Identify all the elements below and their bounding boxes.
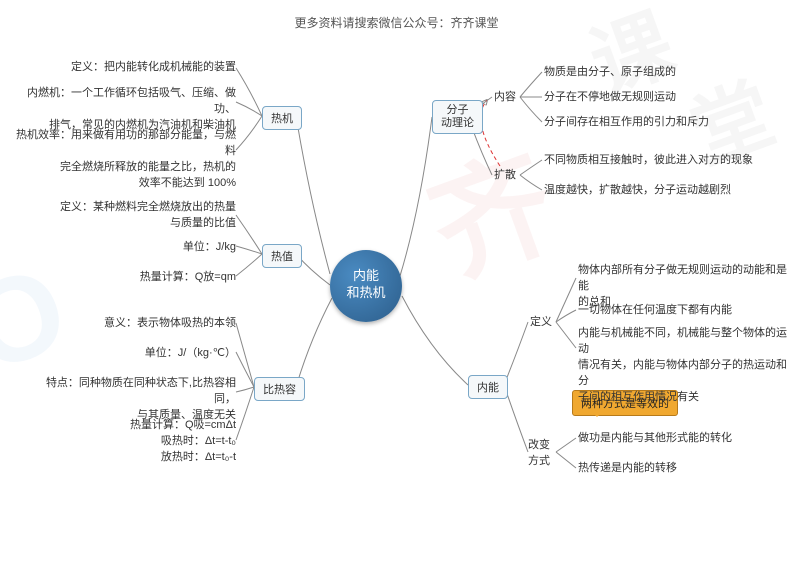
watermark-qi: 齐 bbox=[404, 105, 576, 310]
txt-brr1: 意义：表示物体吸热的本领 bbox=[90, 316, 236, 332]
txt-nr2: 分子在不停地做无规则运动 bbox=[544, 90, 774, 106]
txt-nr1: 物质是由分子、原子组成的 bbox=[544, 65, 774, 81]
txt-ks2: 温度越快，扩散越快，分子运动越剧烈 bbox=[544, 183, 784, 199]
node-neineng: 内能 bbox=[468, 375, 508, 399]
center-line2: 和热机 bbox=[330, 285, 402, 302]
page-header: 更多资料请搜索微信公众号：齐齐课堂 bbox=[0, 14, 793, 31]
txt-rezhi2: 单位：J/kg bbox=[120, 240, 236, 256]
node-fzdll: 分子 动理论 bbox=[432, 100, 483, 134]
txt-brr2: 单位：J/（kg·℃） bbox=[110, 346, 236, 362]
txt-brr4: 热量计算：Q吸=cmΔt 吸热时：Δt=t-t₀ 放热时：Δt=t₀-t bbox=[90, 418, 236, 466]
txt-gb1: 做功是内能与其他形式能的转化 bbox=[578, 431, 788, 447]
txt-dy3: 内能与机械能不同，机械能与整个物体的运动 情况有关，内能与物体内部分子的热运动和… bbox=[578, 326, 788, 406]
sub-gbfs: 改变 方式 bbox=[528, 438, 550, 470]
txt-ks1: 不同物质相互接触时，彼此进入对方的现象 bbox=[544, 153, 784, 169]
sub-dingyi: 定义 bbox=[530, 315, 552, 331]
txt-gb2: 热传递是内能的转移 bbox=[578, 461, 788, 477]
txt-reji1: 定义：把内能转化成机械能的装置 bbox=[60, 60, 236, 76]
center-node: 内能 和热机 bbox=[330, 250, 402, 322]
node-rezhi: 热值 bbox=[262, 244, 302, 268]
txt-reji2: 内燃机：一个工作循环包括吸气、压缩、做功、 排气，常见的内燃机为汽油机和柴油机 bbox=[22, 86, 236, 134]
txt-rezhi1: 定义：某种燃料完全燃烧放出的热量 与质量的比值 bbox=[54, 200, 236, 232]
txt-dy2: 一切物体在任何温度下都有内能 bbox=[578, 303, 788, 319]
txt-nr3: 分子间存在相互作用的引力和斥力 bbox=[544, 115, 774, 131]
node-birerong: 比热容 bbox=[254, 377, 305, 401]
node-reji: 热机 bbox=[262, 106, 302, 130]
txt-reji3: 热机效率：用来做有用功的那部分能量，与燃料 完全燃烧所释放的能量之比，热机的 效… bbox=[14, 128, 236, 192]
txt-brr3: 特点：同种物质在同种状态下,比热容相同， 与其质量、温度无关 bbox=[24, 376, 236, 424]
txt-rezhi3: 热量计算：Q放=qm bbox=[100, 270, 236, 286]
center-line1: 内能 bbox=[330, 268, 402, 285]
sub-neirong: 内容 bbox=[494, 90, 516, 106]
sub-kuosan: 扩散 bbox=[494, 168, 516, 184]
